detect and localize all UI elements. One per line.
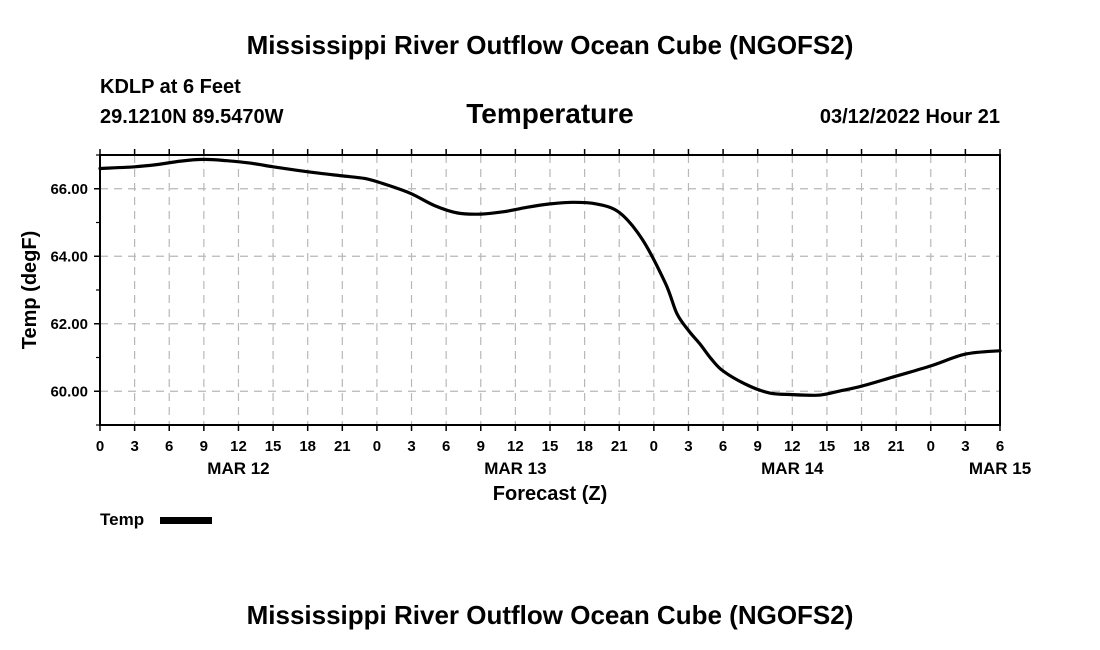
x-tick-label: 9 (477, 438, 485, 455)
x-tick-label: 18 (576, 438, 593, 455)
grid (100, 155, 1000, 425)
x-tick-label: 9 (200, 438, 208, 455)
series-line-temp (98, 157, 1002, 397)
x-tick-label: 6 (165, 438, 173, 455)
x-tick-label: 12 (507, 438, 524, 455)
footer-title: Mississippi River Outflow Ocean Cube (NG… (246, 600, 854, 630)
date-label: MAR 12 (207, 459, 269, 478)
station-label: KDLP at 6 Feet (100, 76, 241, 98)
x-tick-label: 15 (819, 438, 836, 455)
x-tick-label: 3 (961, 438, 969, 455)
y-tick-label: 60.00 (50, 383, 88, 400)
x-tick-label: 21 (611, 438, 628, 455)
y-tick-label: 66.00 (50, 181, 88, 198)
x-tick-label: 0 (96, 438, 104, 455)
forecast-datetime: 03/12/2022 Hour 21 (819, 106, 1000, 128)
y-axis-title: Temp (degF) (19, 231, 41, 350)
series-layer (98, 157, 1002, 397)
x-tick-label: 15 (542, 438, 559, 455)
temperature-chart: 0 3 6 9 12 15 18 21 0 3 6 9 12 15 18 21 0 3 6 9 12 15 18 21 0 3 66… (19, 149, 1031, 529)
x-axis-title: Forecast (Z) (493, 483, 607, 505)
x-tick-label: 12 (784, 438, 801, 455)
page-title: Mississippi River Outflow Ocean Cube (NG… (246, 30, 854, 60)
x-tick-label: 3 (407, 438, 415, 455)
x-tick-label: 3 (684, 438, 692, 455)
x-tick-label: 6 (719, 438, 727, 455)
x-tick-label: 15 (265, 438, 282, 455)
y-tick-label: 62.00 (50, 316, 88, 333)
x-tick-label: 6 (442, 438, 450, 455)
x-tick-label: 3 (130, 438, 138, 455)
date-label: MAR 15 (969, 459, 1031, 478)
x-tick-label: 0 (650, 438, 658, 455)
x-tick-label: 18 (299, 438, 316, 455)
x-tick-label: 21 (334, 438, 351, 455)
x-tick-label: 6 (996, 438, 1004, 455)
x-tick-label: 12 (230, 438, 247, 455)
station-coordinates: 29.1210N 89.5470W (100, 106, 284, 128)
y-tick-label: 64.00 (50, 248, 88, 265)
x-tick-label: 0 (927, 438, 935, 455)
chart-title: Temperature (466, 98, 634, 129)
x-tick-label: 9 (754, 438, 762, 455)
date-label: MAR 13 (484, 459, 546, 478)
x-tick-label: 0 (373, 438, 381, 455)
x-tick-label: 21 (888, 438, 905, 455)
date-label: MAR 14 (761, 459, 824, 478)
x-tick-label: 18 (853, 438, 870, 455)
axes: 0 3 6 9 12 15 18 21 0 3 6 9 12 15 18 21 0 3 6 9 12 15 18 21 0 3 66… (50, 149, 1031, 478)
legend-label: Temp (100, 510, 144, 529)
